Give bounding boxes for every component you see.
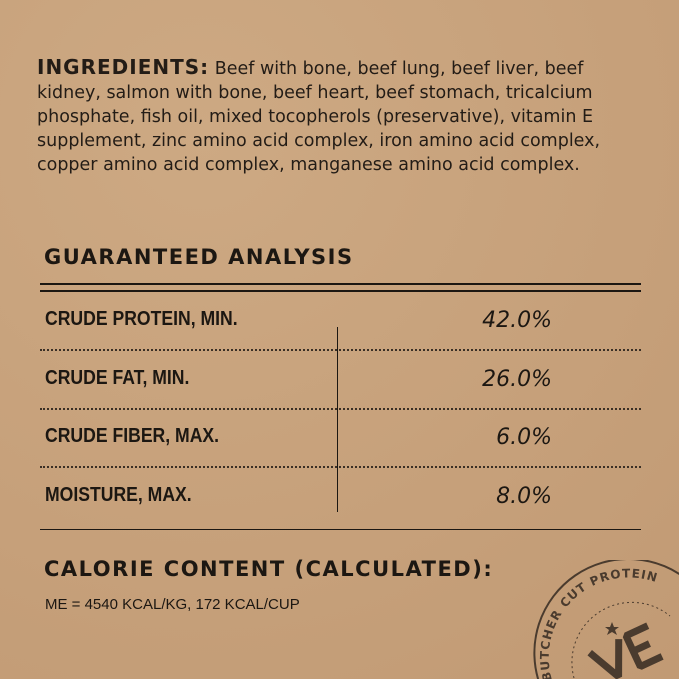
ingredients-text: INGREDIENTS: Beef with bone, beef lung, … [37,55,647,177]
row-value: 8.0% [496,484,552,509]
row-label: CRUDE PROTEIN, MIN. [45,308,238,330]
stamp-inner-ring [571,601,671,679]
brand-stamp-logo: BUTCHER CUT PROTEIN [533,560,679,679]
star-icon [605,622,619,635]
dotted-divider [40,408,641,410]
calorie-value: ME = 4540 KCAL/KG, 172 KCAL/CUP [45,596,300,613]
column-divider [337,327,338,512]
row-value: 6.0% [496,425,552,450]
stamp-outer-ring [533,560,679,679]
ingredients-label: INGREDIENTS: [37,55,210,79]
row-label: CRUDE FIBER, MAX. [45,425,220,447]
row-value: 42.0% [482,308,552,333]
analysis-title: GUARANTEED ANALYSIS [44,245,354,269]
stamp-ve-monogram [587,622,664,679]
row-value: 26.0% [482,367,552,392]
double-rule-bottom [40,290,641,292]
calorie-title: CALORIE CONTENT (CALCULATED): [44,557,494,581]
double-rule-top [40,283,641,285]
dotted-divider [40,466,641,468]
dotted-divider [40,349,641,351]
bottom-rule [40,529,641,530]
ingredients-list: Beef with bone, beef lung, beef liver, b… [37,59,601,175]
row-label: CRUDE FAT, MIN. [45,367,190,389]
row-label: MOISTURE, MAX. [45,484,192,506]
